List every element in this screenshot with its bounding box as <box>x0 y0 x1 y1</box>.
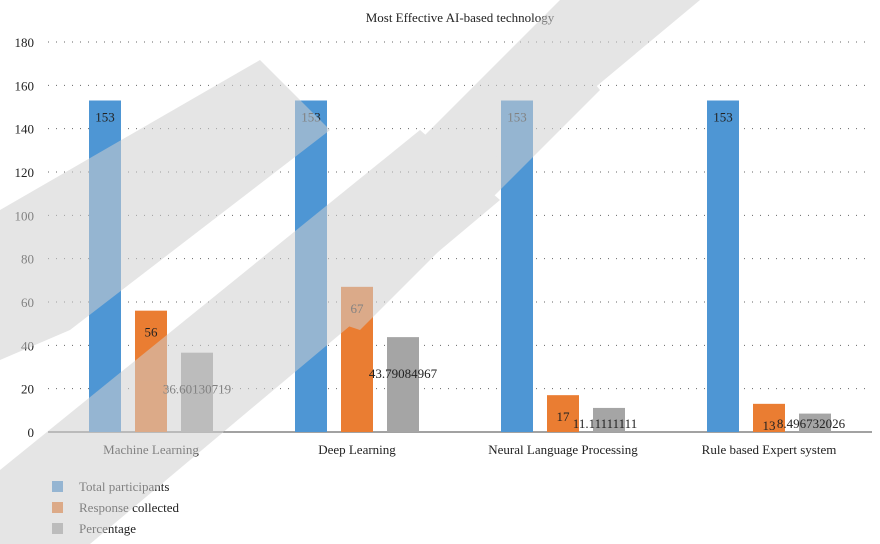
x-axis: Machine Learning Deep Learning Neural Lang… <box>103 442 836 457</box>
bar-percentage <box>593 407 625 432</box>
legend-item: Total participants <box>52 476 179 497</box>
data-label: 56 <box>145 325 159 340</box>
legend-swatch <box>52 523 63 534</box>
y-tick-label: 120 <box>15 165 35 180</box>
y-tick-label: 0 <box>28 425 35 440</box>
y-tick-label: 180 <box>15 35 35 50</box>
y-tick-label: 160 <box>15 78 35 93</box>
legend: Total participants Response collected Perc… <box>52 476 179 539</box>
legend-swatch <box>52 481 63 492</box>
bar-percentage <box>387 337 419 432</box>
bars: 153 56 36.60130719 153 67 43.79084967 153 17 11.… <box>89 100 846 433</box>
data-label: 67 <box>351 301 365 316</box>
legend-label: Total participants <box>79 478 170 494</box>
data-label: 13 <box>763 418 776 433</box>
data-label: 153 <box>95 110 115 125</box>
data-label: 153 <box>507 110 527 125</box>
bar-total-participants <box>89 100 121 432</box>
bar-total-participants <box>707 100 739 432</box>
legend-item: Percentage <box>52 518 179 539</box>
data-label: 11.11111111 <box>573 416 637 431</box>
data-label: 43.79084967 <box>369 366 438 381</box>
data-label: 36.60130719 <box>163 382 231 397</box>
bar-response-collected <box>547 395 579 432</box>
bar-total-participants <box>295 100 327 432</box>
y-tick-label: 40 <box>21 338 34 353</box>
y-tick-label: 100 <box>15 208 35 223</box>
legend-swatch <box>52 502 63 513</box>
x-category-label: Machine Learning <box>103 442 199 457</box>
data-label: 17 <box>557 409 571 424</box>
x-category-label: Deep Learning <box>318 442 396 457</box>
bar-percentage <box>799 413 831 432</box>
data-label: 8.496732026 <box>777 416 846 431</box>
data-label: 153 <box>713 110 733 125</box>
x-category-label: Rule based Expert system <box>702 442 837 457</box>
bar-response-collected <box>753 403 785 432</box>
y-tick-label: 20 <box>21 382 34 397</box>
legend-label: Response collected <box>79 499 179 515</box>
data-label: 153 <box>301 110 321 125</box>
y-tick-label: 80 <box>21 252 34 267</box>
bar-total-participants <box>501 100 533 432</box>
y-tick-label: 140 <box>15 122 35 137</box>
chart-title: Most Effective AI-based technology <box>366 10 555 25</box>
y-axis: 0 20 40 60 80 100 120 140 160 180 <box>15 35 35 440</box>
grid-lines <box>48 41 872 433</box>
legend-label: Percentage <box>79 520 137 536</box>
legend-item: Response collected <box>52 497 179 518</box>
y-tick-label: 60 <box>21 295 34 310</box>
x-category-label: Neural Language Processing <box>488 442 638 457</box>
